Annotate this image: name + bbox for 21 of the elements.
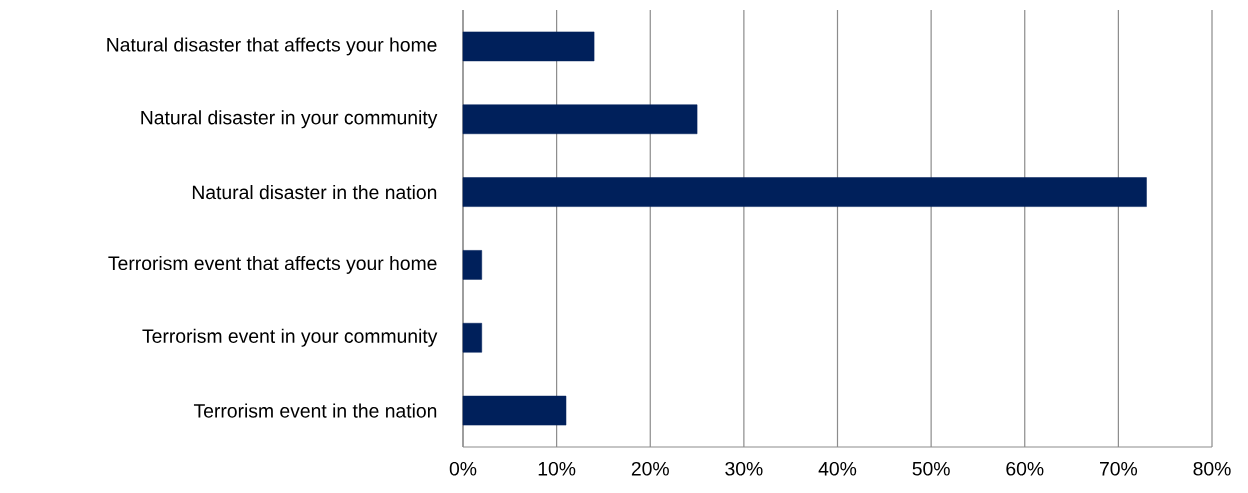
- y-tick-label: Natural disaster that affects your home: [107, 37, 437, 56]
- bar: [462, 177, 1147, 207]
- bar: [462, 250, 482, 280]
- bar: [462, 104, 698, 135]
- x-tick-label: 10%: [538, 461, 576, 476]
- y-tick-label: Terrorism event that affects your home: [108, 255, 437, 274]
- y-tick-label: Terrorism event in the nation: [193, 403, 437, 418]
- x-tick-label: 50%: [912, 461, 950, 476]
- x-tick-label: 80%: [1193, 461, 1231, 476]
- x-tick-label: 20%: [631, 461, 669, 476]
- x-tick-label: 40%: [818, 461, 857, 476]
- x-tick-label: 30%: [725, 461, 763, 476]
- y-tick-label: Terrorism event in your community: [142, 328, 438, 347]
- bar: [462, 322, 482, 353]
- x-tick-label: 70%: [1100, 461, 1138, 476]
- y-tick-label: Natural disaster in the nation: [192, 184, 437, 200]
- x-tick-label: 0%: [449, 461, 477, 476]
- x-tick-label: 60%: [1006, 461, 1044, 476]
- bar: [462, 395, 567, 426]
- y-tick-label: Natural disaster in your community: [141, 110, 438, 129]
- bar: [462, 31, 595, 62]
